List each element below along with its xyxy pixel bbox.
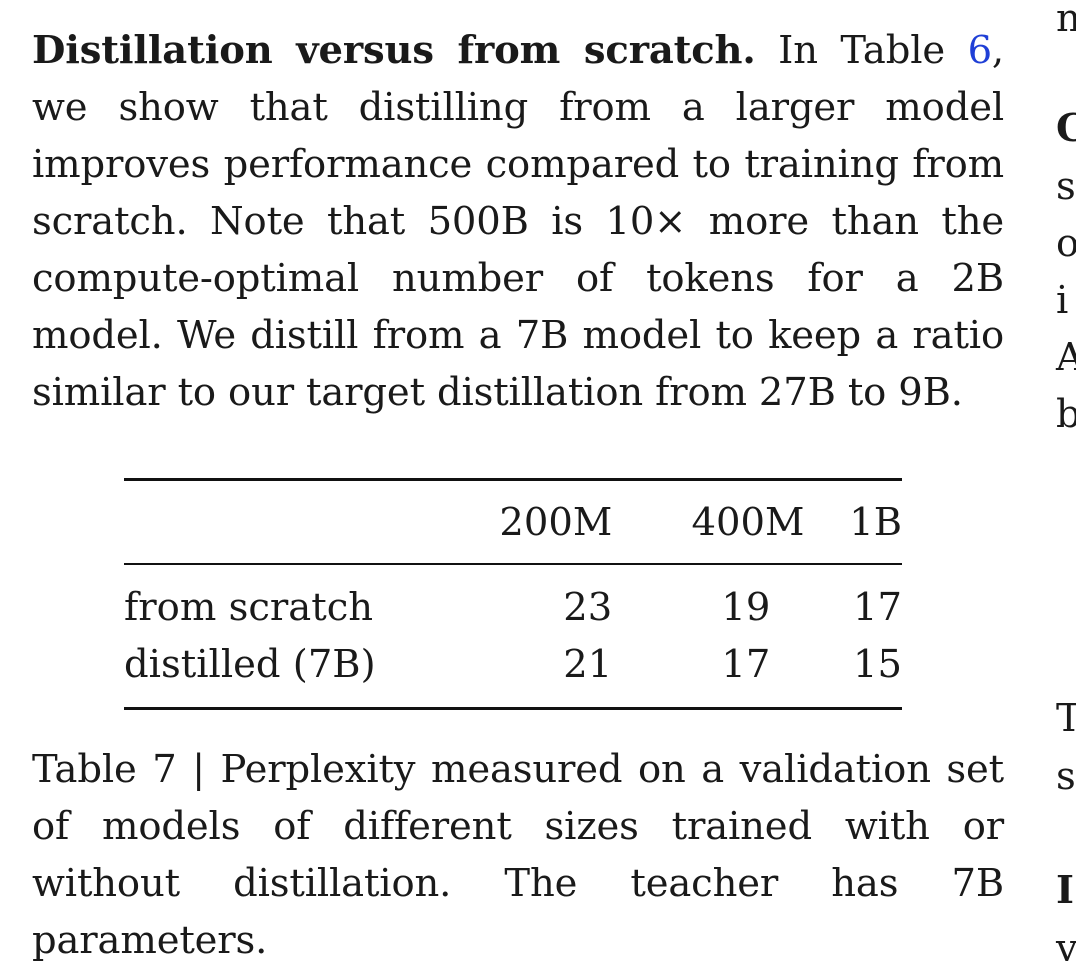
table-cell: 21 xyxy=(563,642,613,687)
cropped-column-fragment: T xyxy=(1056,696,1076,741)
table-header-cell xyxy=(124,480,457,565)
table-row-label: from scratch xyxy=(124,585,374,630)
body-paragraph: Distillation versus from scratch. In Tab… xyxy=(32,22,1004,421)
cropped-column-fragment: b xyxy=(1056,392,1076,437)
table-reference-link[interactable]: 6 xyxy=(967,28,993,73)
results-table: 200M 400M 1B from scratch 23 19 17 disti… xyxy=(124,478,902,710)
cropped-column-fragment: n xyxy=(1056,0,1076,41)
cropped-column-fragment: s xyxy=(1056,754,1076,799)
cropped-column-fragment: o xyxy=(1056,221,1076,266)
table-header-cell: 1B xyxy=(849,499,902,545)
text-column: Distillation versus from scratch. In Tab… xyxy=(32,22,1004,421)
results-table-wrapper: 200M 400M 1B from scratch 23 19 17 disti… xyxy=(124,478,902,710)
paragraph-heading: Distillation versus from scratch. xyxy=(32,28,756,73)
table-header-row: 200M 400M 1B xyxy=(124,479,902,565)
table-row: from scratch 23 19 17 xyxy=(124,564,902,636)
table-header-cell: 400M xyxy=(691,499,805,545)
paragraph-text: In Table xyxy=(755,28,968,73)
table-row-label: distilled (7B) xyxy=(124,642,376,687)
table-row: distilled (7B) 21 17 15 xyxy=(124,636,902,709)
cropped-column-fragment: i xyxy=(1056,278,1069,323)
cropped-column-fragment: C xyxy=(1056,106,1076,151)
table-caption: Table 7 | Perplexity measured on a valid… xyxy=(32,747,1004,963)
table-cell: 17 xyxy=(853,585,902,630)
cropped-column-fragment: s xyxy=(1056,164,1076,209)
table-cell: 15 xyxy=(853,642,902,687)
table-cell: 23 xyxy=(563,585,613,630)
table-header-cell: 200M xyxy=(499,499,613,545)
table-cell: 19 xyxy=(721,585,771,630)
cropped-column-fragment: v xyxy=(1056,926,1076,971)
paragraph-text: , we show that distilling from a larger … xyxy=(32,28,1005,415)
table-cell: 17 xyxy=(721,642,771,687)
cropped-column-fragment: A xyxy=(1056,335,1076,380)
cropped-column-fragment: I xyxy=(1056,868,1075,913)
